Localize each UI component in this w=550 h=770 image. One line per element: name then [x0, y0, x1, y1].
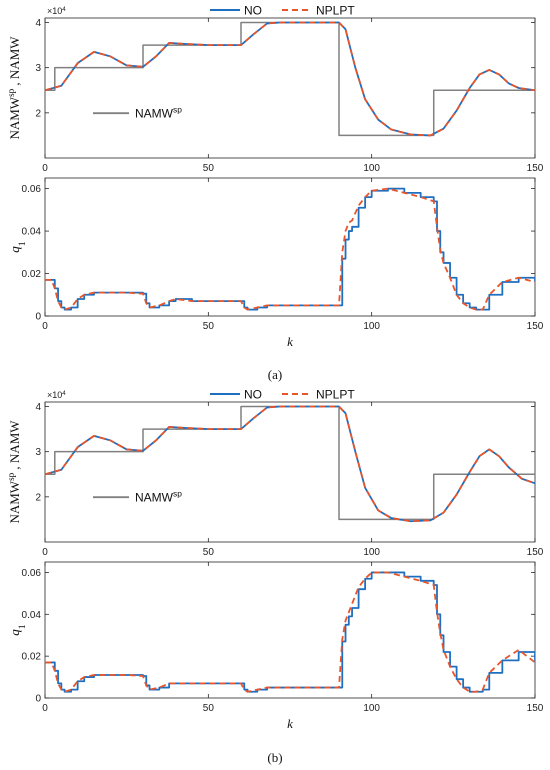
- y-axis-title: q1: [7, 241, 28, 253]
- inline-legend-label: NAMWsp: [135, 489, 182, 505]
- legend: NO NPLPT: [206, 2, 382, 18]
- legend-label-nplpt: NPLPT: [316, 388, 355, 402]
- series-line-nplpt: [45, 21, 535, 137]
- series-line-no: [45, 571, 535, 693]
- y-tick-label: 0: [35, 312, 41, 323]
- x-axis-title: k: [287, 334, 293, 349]
- y-tick-label: 2: [35, 108, 41, 119]
- series-line-namwsp: [45, 405, 535, 521]
- y-tick-label: 0.04: [22, 610, 42, 621]
- chart-panel-a-top: 0 50 100 150 2 3 4 ×104 NAMWsp , NAMW NO NPLPT NAMW…: [6, 2, 544, 174]
- x-tick-label: 0: [42, 703, 48, 714]
- panel-label-b: (b): [267, 750, 282, 765]
- y-tick-label: 0.06: [22, 184, 42, 195]
- x-tick-label: 50: [203, 321, 215, 332]
- plot-area: [45, 571, 535, 693]
- series-line-nplpt: [45, 571, 535, 693]
- series-line-nplpt: [45, 187, 535, 311]
- y-tick-label: 0.06: [22, 568, 42, 579]
- y-tick-label: 4: [35, 402, 41, 413]
- y-axis-title: q1: [7, 624, 28, 636]
- plot-area: [45, 187, 535, 311]
- y-multiplier-label: ×104: [47, 390, 66, 401]
- plot-frame: [44, 401, 536, 543]
- legend-label-nplpt: NPLPT: [316, 4, 355, 18]
- x-tick-label: 0: [42, 321, 48, 332]
- y-tick-label: 0: [35, 694, 41, 705]
- series-line-namwsp: [45, 21, 535, 137]
- chart-panel-b-bottom: 0 50 100 150 0 0.02 0.04 0.06 q1 k: [7, 561, 544, 731]
- x-tick-label: 100: [363, 547, 380, 558]
- chart-panel-b-top: 0 50 100 150 2 3 4 ×104 NAMWsp , NAMW NO NPLPT NAMW…: [6, 386, 544, 558]
- x-tick-label: 100: [363, 163, 380, 174]
- x-tick-label: 100: [363, 321, 380, 332]
- y-tick-label: 3: [35, 447, 41, 458]
- x-tick-label: 0: [42, 163, 48, 174]
- legend-label-no: NO: [244, 388, 262, 402]
- x-tick-label: 150: [527, 163, 544, 174]
- x-tick-label: 0: [42, 547, 48, 558]
- y-axis-title: NAMWsp , NAMW: [6, 36, 22, 140]
- inline-legend-label: NAMWsp: [135, 105, 182, 121]
- y-tick-label: 0.02: [22, 269, 42, 280]
- x-tick-label: 50: [203, 703, 215, 714]
- legend-label-no: NO: [244, 4, 262, 18]
- series-line-nplpt: [45, 405, 535, 523]
- x-tick-label: 100: [363, 703, 380, 714]
- x-tick-label: 150: [527, 547, 544, 558]
- chart-panel-a-bottom: 0 50 100 150 0 0.02 0.04 0.06 q1 k: [7, 177, 544, 349]
- plot-frame: [44, 17, 536, 159]
- x-tick-label: 150: [527, 321, 544, 332]
- plot-area: [45, 405, 535, 523]
- y-tick-label: 3: [35, 63, 41, 74]
- panel-label-a: (a): [268, 367, 282, 382]
- y-tick-label: 0.04: [22, 227, 42, 238]
- plot-area: [45, 21, 535, 137]
- plot-frame: [44, 561, 536, 699]
- y-tick-label: 0.02: [22, 652, 42, 663]
- y-tick-label: 4: [35, 18, 41, 29]
- y-multiplier-label: ×104: [47, 6, 66, 17]
- x-tick-label: 50: [203, 547, 215, 558]
- legend: NO NPLPT: [206, 386, 382, 402]
- y-axis-title: NAMWsp , NAMW: [6, 420, 22, 524]
- x-axis-title: k: [287, 716, 293, 731]
- x-tick-label: 150: [527, 703, 544, 714]
- x-tick-label: 50: [203, 163, 215, 174]
- y-tick-label: 2: [35, 492, 41, 503]
